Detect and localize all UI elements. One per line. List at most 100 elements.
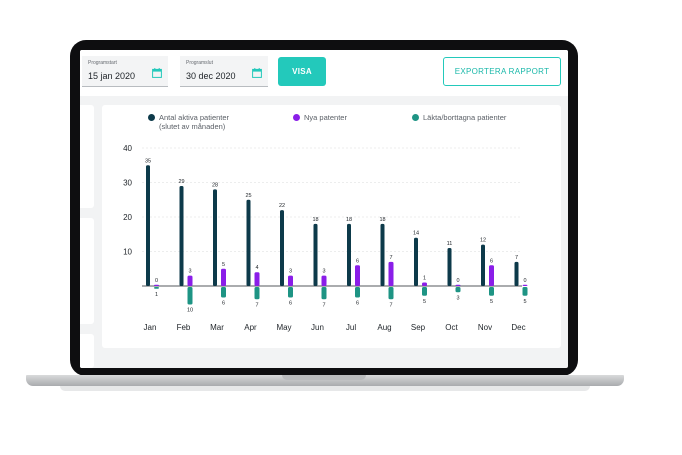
data-label-new: 0: [155, 278, 158, 284]
legend-item-healed: Läkta/borttagna patienter: [412, 113, 507, 122]
x-tick-label: May: [276, 323, 291, 332]
bar-active: [380, 223, 385, 286]
legend-label-new: Nya patenter: [304, 113, 347, 122]
data-label-new: 0: [456, 278, 459, 284]
data-label-active: 18: [346, 217, 352, 223]
bar-healed: [154, 287, 159, 289]
filter-toolbar: Programstart 15 jan 2020 Programslut 30 …: [80, 50, 568, 96]
bar-healed: [254, 287, 260, 300]
start-date-field[interactable]: Programstart 15 jan 2020: [82, 56, 168, 87]
laptop-base: [26, 375, 624, 386]
data-label-healed: 7: [389, 302, 392, 308]
bar-new: [422, 282, 427, 286]
x-tick-label: Sep: [411, 323, 426, 332]
data-label-healed: 7: [322, 302, 325, 308]
data-label-active: 7: [515, 255, 518, 261]
calendar-icon[interactable]: [252, 68, 262, 78]
data-label-active: 12: [480, 238, 486, 244]
bar-active: [146, 165, 150, 286]
x-tick-label: Jan: [144, 323, 157, 332]
data-label-healed: 5: [423, 299, 426, 305]
data-label-new: 3: [322, 269, 325, 275]
bar-new: [321, 275, 327, 286]
data-label-healed: 3: [456, 295, 459, 301]
data-label-active: 18: [312, 217, 318, 223]
data-label-new: 3: [289, 269, 292, 275]
bar-active: [280, 210, 284, 286]
data-label-active: 29: [178, 179, 184, 185]
end-date-label: Programslut: [186, 60, 213, 66]
y-tick-label: 10: [123, 248, 132, 257]
x-tick-label: Jun: [311, 323, 324, 332]
legend-swatch-new: [293, 114, 300, 121]
bar-healed: [489, 287, 494, 296]
end-date-field[interactable]: Programslut 30 dec 2020: [180, 56, 268, 87]
bar-healed: [522, 287, 528, 296]
bar-active: [514, 261, 519, 286]
data-label-active: 28: [212, 182, 218, 188]
legend-label-healed: Läkta/borttagna patienter: [423, 113, 507, 122]
start-date-label: Programstart: [88, 60, 117, 66]
show-button[interactable]: VISA: [278, 57, 326, 86]
bar-new: [355, 265, 360, 286]
data-label-healed: 5: [523, 299, 526, 305]
legend-swatch-healed: [412, 114, 419, 121]
end-date-value: 30 dec 2020: [186, 71, 236, 81]
data-label-healed: 6: [222, 301, 225, 307]
bar-healed: [455, 287, 461, 293]
x-tick-label: Jul: [346, 323, 356, 332]
side-panel-card: [80, 218, 94, 324]
data-label-active: 25: [245, 193, 251, 199]
bar-new: [455, 284, 461, 286]
bar-healed: [221, 287, 226, 298]
bar-healed: [422, 287, 427, 296]
x-tick-label: Aug: [377, 323, 391, 332]
start-date-value: 15 jan 2020: [88, 71, 136, 81]
y-tick-label: 30: [123, 179, 132, 188]
y-tick-label: 20: [123, 213, 132, 222]
bar-active: [414, 237, 418, 286]
bar-active: [481, 244, 485, 286]
data-label-active: 22: [279, 203, 285, 209]
data-label-healed: 7: [255, 302, 258, 308]
bar-healed: [288, 287, 293, 298]
data-label-new: 1: [423, 276, 426, 282]
data-label-healed: 6: [356, 301, 359, 307]
bar-new: [522, 284, 528, 286]
x-tick-label: Mar: [210, 323, 224, 332]
legend-label-active-line1: Antal aktiva patienter: [159, 113, 230, 122]
bar-new: [154, 284, 159, 286]
x-tick-label: Feb: [177, 323, 191, 332]
legend-label-active-line2: (slutet av månaden): [159, 122, 226, 131]
bar-active: [347, 223, 351, 286]
legend-swatch-active: [148, 114, 155, 121]
bar-healed: [355, 287, 360, 298]
bar-active: [313, 223, 318, 286]
bar-new: [254, 272, 260, 286]
x-tick-label: Oct: [445, 323, 458, 332]
bar-healed: [388, 287, 394, 300]
data-label-new: 3: [188, 269, 191, 275]
bar-healed: [187, 287, 193, 305]
bar-new: [288, 275, 293, 286]
calendar-icon[interactable]: [152, 68, 162, 78]
data-label-healed: 5: [490, 299, 493, 305]
data-label-active: 18: [379, 217, 385, 223]
bar-active: [179, 185, 184, 286]
data-label-new: 5: [222, 262, 225, 268]
bar-new: [388, 261, 394, 286]
chart-card: Antal aktiva patienter (slutet av månade…: [102, 105, 561, 348]
x-tick-label: Dec: [511, 323, 525, 332]
side-panel-card: [80, 334, 94, 368]
bar-new: [489, 265, 494, 286]
side-panel-card: [80, 105, 94, 208]
data-label-healed: 1: [155, 292, 158, 298]
x-tick-label: Apr: [244, 323, 257, 332]
export-report-button[interactable]: EXPORTERA RAPPORT: [443, 57, 561, 86]
app-screen: Programstart 15 jan 2020 Programslut 30 …: [80, 50, 568, 368]
bar-healed: [321, 287, 327, 300]
bar-new: [221, 268, 226, 286]
bar-active: [246, 199, 251, 286]
data-label-active: 11: [447, 241, 453, 247]
legend-item-new: Nya patenter: [293, 113, 347, 122]
